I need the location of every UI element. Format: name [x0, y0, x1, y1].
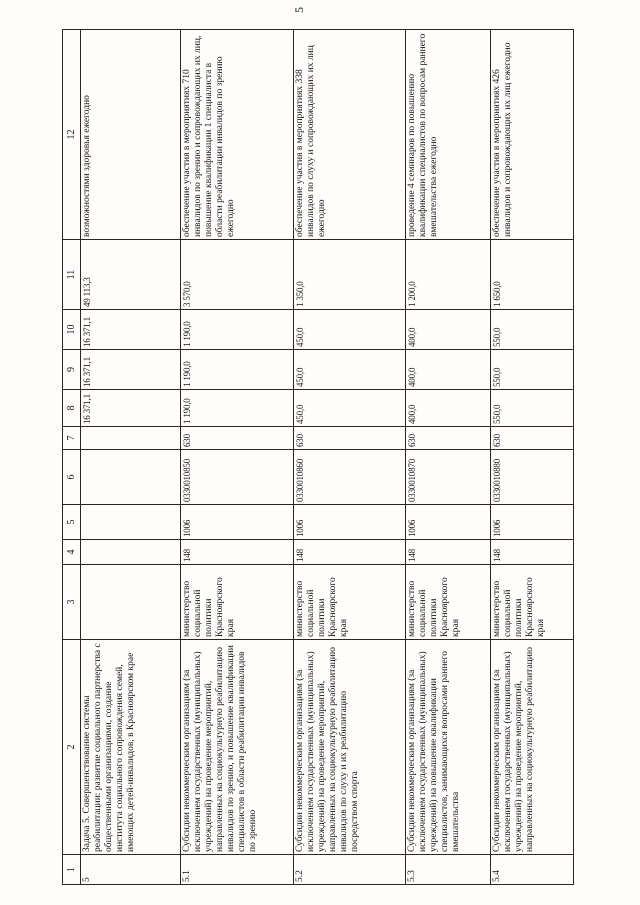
- col-num-11: 11: [62, 239, 81, 310]
- cell-r54-executor: министерство социальной политики Красноя…: [490, 564, 574, 640]
- col-num-3: 3: [62, 564, 81, 640]
- cell-r5-name: Задача 5. Совершенствование системы реаб…: [80, 639, 181, 855]
- cell-r5-grbs: [80, 539, 181, 565]
- col-num-9: 9: [62, 349, 81, 390]
- cell-r51-csr: 0330010850: [180, 449, 294, 505]
- rotated-table-container: 1 2 3 4 5 6 7 8 9 10 11 12 5 Задача 5. С…: [62, 29, 574, 885]
- cell-r54-rzpr: 1006: [490, 504, 574, 540]
- cell-r51-result: обеспечение участия в мероприятиях 710 и…: [180, 29, 294, 240]
- cell-r51-executor: министерство социальной политики Красноя…: [180, 564, 294, 640]
- cell-r51-name: Субсидии некоммерческим организациям (за…: [180, 639, 294, 855]
- cell-r54-result: обеспечение участия в мероприятиях 426 и…: [490, 29, 574, 240]
- page-number: 5: [292, 7, 306, 13]
- cell-r53-name: Субсидии некоммерческим организациям (за…: [405, 639, 491, 855]
- table-row-5-3: 5.3 Субсидии некоммерческим организациям…: [405, 29, 491, 885]
- cell-r54-index: 5.4: [490, 854, 574, 885]
- cell-r5-year1: 16 371,1: [80, 389, 181, 427]
- cell-r5-csr: [80, 449, 181, 505]
- cell-r5-rzpr: [80, 504, 181, 540]
- cell-r53-total: 1 200,0: [405, 239, 491, 310]
- cell-r54-grbs: 148: [490, 539, 574, 565]
- cell-r54-year3: 550,0: [490, 309, 574, 350]
- cell-r54-year1: 550,0: [490, 389, 574, 427]
- cell-r51-vr: 630: [180, 426, 294, 450]
- cell-r52-year3: 450,0: [293, 309, 406, 350]
- cell-r54-vr: 630: [490, 426, 574, 450]
- table-row-5-2: 5.2 Субсидии некоммерческим организациям…: [293, 29, 406, 885]
- table-row-5-1: 5.1 Субсидии некоммерческим организациям…: [180, 29, 294, 885]
- col-num-2: 2: [62, 639, 81, 855]
- cell-r54-csr: 0330010880: [490, 449, 574, 505]
- cell-r52-grbs: 148: [293, 539, 406, 565]
- column-number-header-row: 1 2 3 4 5 6 7 8 9 10 11 12: [62, 29, 81, 885]
- cell-r53-grbs: 148: [405, 539, 491, 565]
- col-num-5: 5: [62, 504, 81, 540]
- cell-r51-total: 3 570,0: [180, 239, 294, 310]
- cell-r51-year3: 1 190,0: [180, 309, 294, 350]
- cell-r53-executor: министерство социальной политики Красноя…: [405, 564, 491, 640]
- cell-r5-vr: [80, 426, 181, 450]
- table-row-5-4: 5.4 Субсидии некоммерческим организациям…: [490, 29, 574, 885]
- cell-r52-year1: 450,0: [293, 389, 406, 427]
- program-activities-table: 1 2 3 4 5 6 7 8 9 10 11 12 5 Задача 5. С…: [62, 29, 574, 885]
- cell-r53-rzpr: 1006: [405, 504, 491, 540]
- cell-r52-index: 5.2: [293, 854, 406, 885]
- col-num-10: 10: [62, 309, 81, 350]
- cell-r52-total: 1 350,0: [293, 239, 406, 310]
- cell-r53-year3: 400,0: [405, 309, 491, 350]
- table-row-task-5: 5 Задача 5. Совершенствование системы ре…: [80, 29, 181, 885]
- cell-r52-result: обеспечение участия в мероприятиях 338 и…: [293, 29, 406, 240]
- cell-r53-csr: 0330010870: [405, 449, 491, 505]
- cell-r53-year1: 400,0: [405, 389, 491, 427]
- cell-r51-year1: 1 190,0: [180, 389, 294, 427]
- cell-r5-year3: 16 371,1: [80, 309, 181, 350]
- cell-r53-year2: 400,0: [405, 349, 491, 390]
- cell-r5-year2: 16 371,1: [80, 349, 181, 390]
- col-num-4: 4: [62, 539, 81, 565]
- cell-r52-vr: 630: [293, 426, 406, 450]
- cell-r52-name: Субсидии некоммерческим организациям (за…: [293, 639, 406, 855]
- col-num-1: 1: [62, 854, 81, 885]
- cell-r53-vr: 630: [405, 426, 491, 450]
- cell-r54-total: 1 650,0: [490, 239, 574, 310]
- col-num-7: 7: [62, 426, 81, 450]
- cell-r51-rzpr: 1006: [180, 504, 294, 540]
- cell-r52-rzpr: 1006: [293, 504, 406, 540]
- cell-r51-index: 5.1: [180, 854, 294, 885]
- cell-r51-year2: 1 190,0: [180, 349, 294, 390]
- cell-r52-executor: министерство социальной политики Красноя…: [293, 564, 406, 640]
- cell-r53-result: проведение 4 семинаров по повышению квал…: [405, 29, 491, 240]
- cell-r52-year2: 450,0: [293, 349, 406, 390]
- cell-r53-index: 5.3: [405, 854, 491, 885]
- cell-r5-index: 5: [80, 854, 181, 885]
- col-num-6: 6: [62, 449, 81, 505]
- cell-r5-result: возможностями здоровья ежегодно: [80, 29, 181, 240]
- col-num-12: 12: [62, 29, 81, 240]
- cell-r52-csr: 0330010860: [293, 449, 406, 505]
- cell-r54-name: Субсидии некоммерческим организациям (за…: [490, 639, 574, 855]
- cell-r51-grbs: 148: [180, 539, 294, 565]
- cell-r5-executor: [80, 564, 181, 640]
- col-num-8: 8: [62, 389, 81, 427]
- cell-r54-year2: 550,0: [490, 349, 574, 390]
- cell-r5-total: 49 113,3: [80, 239, 181, 310]
